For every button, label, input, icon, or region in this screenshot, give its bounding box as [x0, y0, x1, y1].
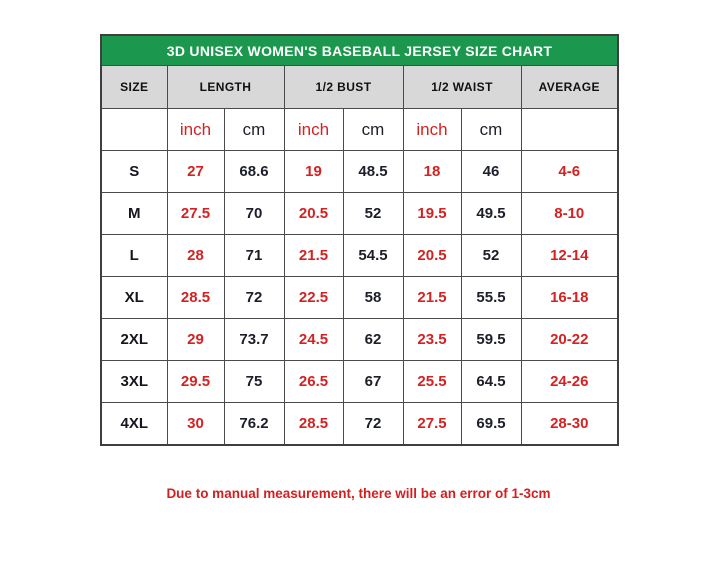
- cell-size: 3XL: [100, 360, 168, 403]
- cell-bust-cm: 48.5: [342, 150, 404, 193]
- table-row-4xl: 4XL 30 76.2 28.5 72 27.5 69.5 28-30: [100, 402, 619, 446]
- cell-size: 2XL: [100, 318, 168, 361]
- cell-length-cm: 73.7: [223, 318, 285, 361]
- cell-average: 8-10: [520, 192, 619, 235]
- column-header-row: SIZE LENGTH 1/2 BUST 1/2 WAIST AVERAGE: [100, 65, 619, 109]
- cell-waist-cm: 64.5: [460, 360, 522, 403]
- cell-size: M: [100, 192, 168, 235]
- header-half-waist: 1/2 WAIST: [402, 65, 522, 109]
- cell-waist-inch: 20.5: [402, 234, 462, 277]
- cell-bust-inch: 19: [283, 150, 344, 193]
- cell-length-inch: 29: [166, 318, 225, 361]
- cell-bust-cm: 52: [342, 192, 404, 235]
- cell-waist-cm: 46: [460, 150, 522, 193]
- table-row-3xl: 3XL 29.5 75 26.5 67 25.5 64.5 24-26: [100, 360, 619, 403]
- title-row: 3D UNISEX WOMEN'S BASEBALL JERSEY SIZE C…: [100, 34, 619, 66]
- table-row-l: L 28 71 21.5 54.5 20.5 52 12-14: [100, 234, 619, 277]
- unit-empty-size: [100, 108, 168, 151]
- cell-length-cm: 76.2: [223, 402, 285, 446]
- unit-length-inch: inch: [166, 108, 225, 151]
- cell-bust-inch: 28.5: [283, 402, 344, 446]
- cell-average: 4-6: [520, 150, 619, 193]
- unit-row: inch cm inch cm inch cm: [100, 108, 619, 151]
- table-row-m: M 27.5 70 20.5 52 19.5 49.5 8-10: [100, 192, 619, 235]
- header-half-bust: 1/2 BUST: [283, 65, 404, 109]
- unit-bust-cm: cm: [342, 108, 404, 151]
- cell-bust-inch: 26.5: [283, 360, 344, 403]
- cell-waist-inch: 18: [402, 150, 462, 193]
- cell-bust-inch: 20.5: [283, 192, 344, 235]
- cell-waist-cm: 59.5: [460, 318, 522, 361]
- cell-length-cm: 75: [223, 360, 285, 403]
- unit-empty-average: [520, 108, 619, 151]
- cell-size: L: [100, 234, 168, 277]
- cell-length-cm: 72: [223, 276, 285, 319]
- unit-waist-inch: inch: [402, 108, 462, 151]
- cell-size: XL: [100, 276, 168, 319]
- cell-size: 4XL: [100, 402, 168, 446]
- unit-length-cm: cm: [223, 108, 285, 151]
- cell-waist-cm: 52: [460, 234, 522, 277]
- cell-bust-cm: 67: [342, 360, 404, 403]
- chart-title: 3D UNISEX WOMEN'S BASEBALL JERSEY SIZE C…: [100, 34, 619, 66]
- cell-bust-inch: 21.5: [283, 234, 344, 277]
- cell-waist-inch: 23.5: [402, 318, 462, 361]
- cell-waist-inch: 25.5: [402, 360, 462, 403]
- cell-bust-inch: 22.5: [283, 276, 344, 319]
- cell-length-inch: 28.5: [166, 276, 225, 319]
- cell-bust-cm: 72: [342, 402, 404, 446]
- cell-length-inch: 27: [166, 150, 225, 193]
- size-chart-table: 3D UNISEX WOMEN'S BASEBALL JERSEY SIZE C…: [100, 34, 620, 446]
- cell-waist-inch: 27.5: [402, 402, 462, 446]
- cell-waist-inch: 21.5: [402, 276, 462, 319]
- table-row-xl: XL 28.5 72 22.5 58 21.5 55.5 16-18: [100, 276, 619, 319]
- cell-average: 24-26: [520, 360, 619, 403]
- cell-average: 20-22: [520, 318, 619, 361]
- table-row-2xl: 2XL 29 73.7 24.5 62 23.5 59.5 20-22: [100, 318, 619, 361]
- cell-bust-cm: 62: [342, 318, 404, 361]
- cell-bust-cm: 54.5: [342, 234, 404, 277]
- cell-bust-inch: 24.5: [283, 318, 344, 361]
- cell-average: 16-18: [520, 276, 619, 319]
- unit-waist-cm: cm: [460, 108, 522, 151]
- cell-length-cm: 71: [223, 234, 285, 277]
- cell-waist-cm: 69.5: [460, 402, 522, 446]
- table-row-s: S 27 68.6 19 48.5 18 46 4-6: [100, 150, 619, 193]
- cell-waist-cm: 49.5: [460, 192, 522, 235]
- header-average: AVERAGE: [520, 65, 619, 109]
- cell-length-inch: 30: [166, 402, 225, 446]
- cell-bust-cm: 58: [342, 276, 404, 319]
- measurement-disclaimer: Due to manual measurement, there will be…: [166, 486, 551, 501]
- header-length: LENGTH: [166, 65, 285, 109]
- cell-length-inch: 27.5: [166, 192, 225, 235]
- cell-size: S: [100, 150, 168, 193]
- unit-bust-inch: inch: [283, 108, 344, 151]
- cell-length-inch: 28: [166, 234, 225, 277]
- cell-length-cm: 68.6: [223, 150, 285, 193]
- cell-average: 12-14: [520, 234, 619, 277]
- cell-average: 28-30: [520, 402, 619, 446]
- cell-length-cm: 70: [223, 192, 285, 235]
- cell-waist-inch: 19.5: [402, 192, 462, 235]
- header-size: SIZE: [100, 65, 168, 109]
- cell-waist-cm: 55.5: [460, 276, 522, 319]
- cell-length-inch: 29.5: [166, 360, 225, 403]
